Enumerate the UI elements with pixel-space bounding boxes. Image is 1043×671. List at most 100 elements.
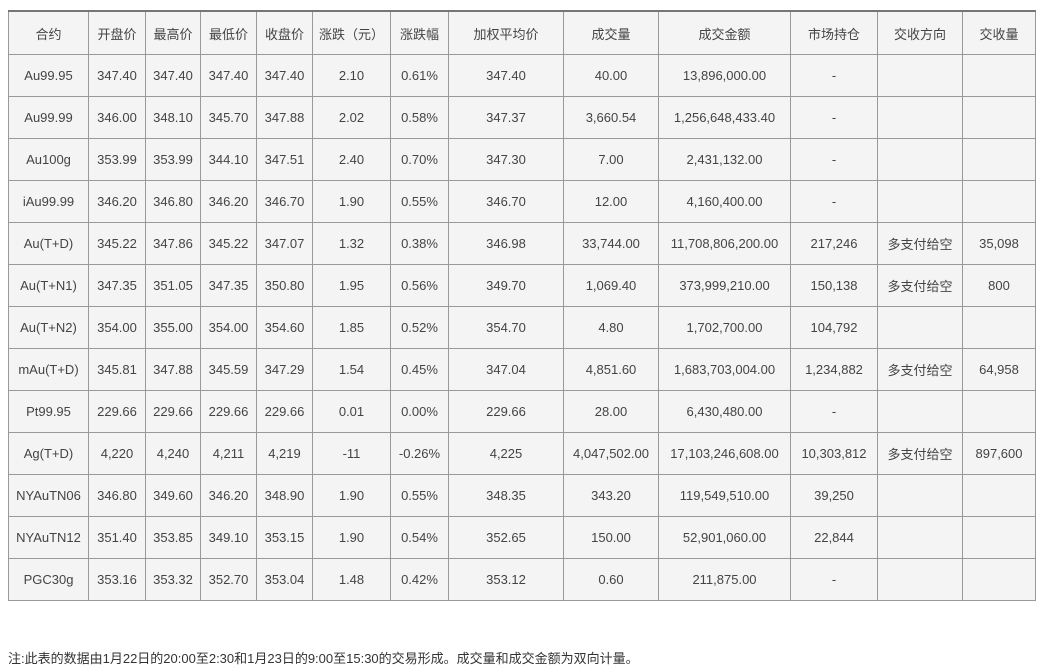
cell-open-interest: 1,234,882: [790, 348, 878, 391]
cell-low: 344.10: [200, 138, 257, 181]
table-row-Au100g: Au100g 353.99 353.99 344.10 347.51 2.40 0.70% 3…: [8, 138, 1036, 181]
cell-low: 347.35: [200, 264, 257, 307]
cell-open: 353.99: [88, 138, 146, 181]
cell-low: 345.70: [200, 96, 257, 139]
cell-close: 347.07: [256, 222, 313, 265]
cell-open-interest: -: [790, 96, 878, 139]
cell-contract: NYAuTN06: [8, 474, 89, 517]
cell-high: 351.05: [145, 264, 201, 307]
cell-volume: 7.00: [563, 138, 659, 181]
cell-turnover: 119,549,510.00: [658, 474, 791, 517]
cell-low: 349.10: [200, 516, 257, 559]
cell-volume: 33,744.00: [563, 222, 659, 265]
cell-weighted-avg-price: 353.12: [448, 558, 564, 601]
cell-change-pct: 0.70%: [390, 138, 449, 181]
cell-open: 345.22: [88, 222, 146, 265]
cell-change-pct: 0.55%: [390, 180, 449, 223]
cell-change-yuan: -11: [312, 432, 391, 475]
cell-weighted-avg-price: 229.66: [448, 390, 564, 433]
table-row-Pt99.95: Pt99.95 229.66 229.66 229.66 229.66 0.01 0.00%…: [8, 390, 1036, 433]
cell-delivery-volume: [962, 390, 1036, 433]
cell-close: 347.40: [256, 54, 313, 97]
cell-open: 353.16: [88, 558, 146, 601]
cell-change-yuan: 1.32: [312, 222, 391, 265]
cell-change-pct: 0.58%: [390, 96, 449, 139]
cell-turnover: 52,901,060.00: [658, 516, 791, 559]
cell-delivery-volume: 800: [962, 264, 1036, 307]
cell-delivery-direction: [877, 138, 963, 181]
cell-volume: 4,047,502.00: [563, 432, 659, 475]
cell-weighted-avg-price: 347.30: [448, 138, 564, 181]
column-header-open-interest: 市场持仓: [790, 10, 878, 55]
cell-change-pct: 0.54%: [390, 516, 449, 559]
cell-open: 347.40: [88, 54, 146, 97]
cell-close: 346.70: [256, 180, 313, 223]
cell-change-pct: 0.45%: [390, 348, 449, 391]
cell-change-pct: 0.52%: [390, 306, 449, 349]
cell-turnover: 6,430,480.00: [658, 390, 791, 433]
table-row-iAu99.99: iAu99.99 346.20 346.80 346.20 346.70 1.90 0.55…: [8, 180, 1036, 223]
cell-change-yuan: 1.90: [312, 180, 391, 223]
cell-open-interest: -: [790, 558, 878, 601]
cell-contract: NYAuTN12: [8, 516, 89, 559]
cell-contract: PGC30g: [8, 558, 89, 601]
cell-open: 229.66: [88, 390, 146, 433]
cell-volume: 0.60: [563, 558, 659, 601]
cell-delivery-volume: [962, 516, 1036, 559]
cell-weighted-avg-price: 348.35: [448, 474, 564, 517]
cell-weighted-avg-price: 346.70: [448, 180, 564, 223]
cell-high: 355.00: [145, 306, 201, 349]
cell-turnover: 11,708,806,200.00: [658, 222, 791, 265]
cell-low: 346.20: [200, 474, 257, 517]
cell-turnover: 1,683,703,004.00: [658, 348, 791, 391]
cell-contract: Au(T+N1): [8, 264, 89, 307]
cell-delivery-direction: [877, 390, 963, 433]
cell-change-pct: 0.61%: [390, 54, 449, 97]
cell-weighted-avg-price: 349.70: [448, 264, 564, 307]
cell-high: 349.60: [145, 474, 201, 517]
cell-weighted-avg-price: 352.65: [448, 516, 564, 559]
cell-open-interest: 39,250: [790, 474, 878, 517]
cell-delivery-direction: [877, 558, 963, 601]
column-header-contract: 合约: [8, 10, 89, 55]
cell-contract: Ag(T+D): [8, 432, 89, 475]
cell-close: 4,219: [256, 432, 313, 475]
cell-volume: 40.00: [563, 54, 659, 97]
cell-delivery-direction: [877, 306, 963, 349]
table-body: Au99.95 347.40 347.40 347.40 347.40 2.10 0.61%…: [8, 54, 1036, 601]
cell-open: 351.40: [88, 516, 146, 559]
cell-volume: 1,069.40: [563, 264, 659, 307]
cell-contract: Au(T+N2): [8, 306, 89, 349]
cell-open: 346.20: [88, 180, 146, 223]
cell-high: 4,240: [145, 432, 201, 475]
cell-change-yuan: 0.01: [312, 390, 391, 433]
column-header-delivery-direction: 交收方向: [877, 10, 963, 55]
cell-open-interest: -: [790, 54, 878, 97]
cell-weighted-avg-price: 347.04: [448, 348, 564, 391]
cell-delivery-direction: 多支付给空: [877, 222, 963, 265]
cell-delivery-direction: 多支付给空: [877, 432, 963, 475]
cell-delivery-direction: [877, 180, 963, 223]
column-header-open: 开盘价: [88, 10, 146, 55]
cell-high: 347.88: [145, 348, 201, 391]
cell-open-interest: -: [790, 138, 878, 181]
table-header: 合约 开盘价 最高价 最低价 收盘价 涨跌（元） 涨跌幅 加权平均价 成交量 成交金额 市场持仓 交收…: [8, 10, 1036, 55]
cell-delivery-volume: [962, 96, 1036, 139]
cell-contract: Au(T+D): [8, 222, 89, 265]
cell-open-interest: 22,844: [790, 516, 878, 559]
cell-open: 346.80: [88, 474, 146, 517]
cell-change-pct: 0.55%: [390, 474, 449, 517]
cell-open: 354.00: [88, 306, 146, 349]
column-header-close: 收盘价: [256, 10, 313, 55]
cell-turnover: 211,875.00: [658, 558, 791, 601]
cell-open-interest: 217,246: [790, 222, 878, 265]
cell-change-yuan: 2.40: [312, 138, 391, 181]
cell-delivery-direction: [877, 96, 963, 139]
cell-delivery-direction: 多支付给空: [877, 264, 963, 307]
table-row-PGC30g: PGC30g 353.16 353.32 352.70 353.04 1.48 0.42% 3…: [8, 558, 1036, 601]
cell-open: 346.00: [88, 96, 146, 139]
cell-delivery-direction: [877, 516, 963, 559]
cell-volume: 12.00: [563, 180, 659, 223]
cell-low: 4,211: [200, 432, 257, 475]
cell-volume: 150.00: [563, 516, 659, 559]
